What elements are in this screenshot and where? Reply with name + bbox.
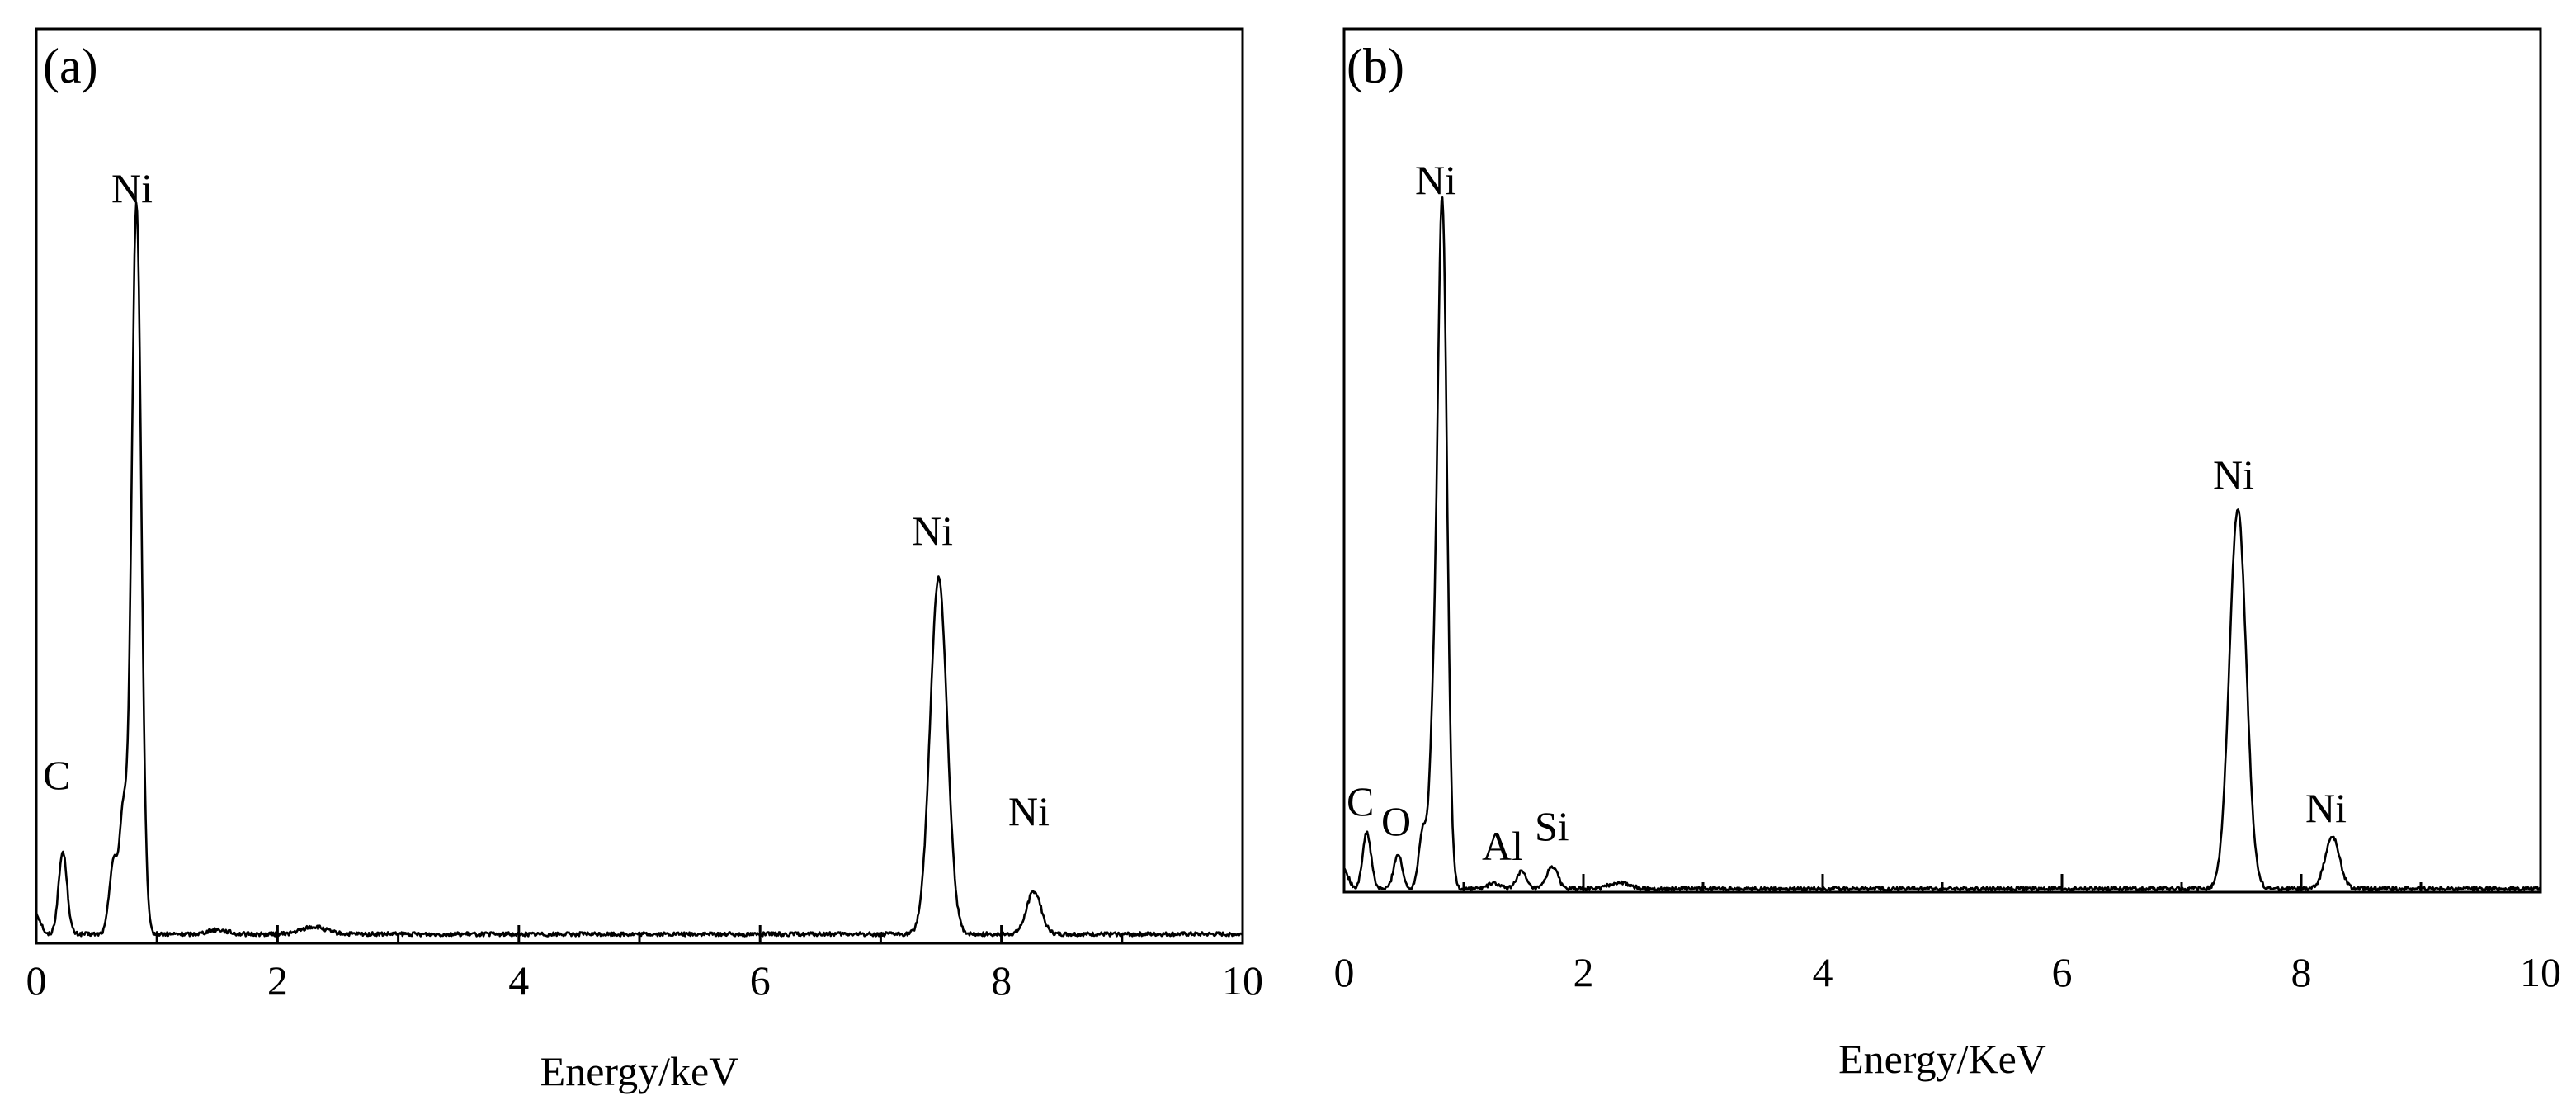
peak-label-ni-ka: Ni <box>912 508 953 554</box>
panel-a: (a) 0 2 4 6 8 10 C Ni Ni Ni Energy/keV <box>26 27 1264 1094</box>
panel-b: (b) 0 2 4 6 8 10 C O Al Si Ni Ni Ni Energy/Ke… <box>1334 27 2562 1082</box>
x-tick-label: 0 <box>1334 949 1355 995</box>
peak-label-c: C <box>43 752 70 798</box>
peak-label-ni-ka: Ni <box>2213 451 2254 498</box>
x-tick-label: 8 <box>991 957 1012 1004</box>
peak-label-ni-kb: Ni <box>1008 788 1050 834</box>
plot-frame-b <box>1342 27 2542 894</box>
x-tick-label: 4 <box>1813 949 1833 995</box>
x-tick-label: 8 <box>2291 949 2312 995</box>
x-tick-labels-a: 0 2 4 6 8 10 <box>26 957 1264 1004</box>
x-tick-labels-b: 0 2 4 6 8 10 <box>1334 949 2562 995</box>
x-tick-label: 2 <box>267 957 288 1004</box>
plot-frame-a <box>35 27 1244 945</box>
x-tick-label: 6 <box>2052 949 2073 995</box>
panel-label-b: (b) <box>1347 39 1404 93</box>
peak-labels-a: C Ni Ni Ni <box>43 165 1050 834</box>
peak-label-ni-main: Ni <box>111 165 153 211</box>
x-axis-title-b: Energy/KeV <box>1838 1036 2046 1082</box>
x-ticks-b <box>1342 874 2542 892</box>
x-tick-label: 10 <box>2520 949 2561 995</box>
x-tick-label: 10 <box>1222 957 1263 1004</box>
peak-label-ni-main: Ni <box>1415 157 1456 203</box>
spectrum-line-a <box>35 201 1244 938</box>
x-axis-title-a: Energy/keV <box>540 1048 739 1094</box>
panel-label-a: (a) <box>43 39 98 93</box>
peak-label-al: Al <box>1482 823 1523 869</box>
x-tick-label: 2 <box>1573 949 1594 995</box>
peak-label-c: C <box>1347 778 1374 824</box>
x-tick-label: 6 <box>750 957 771 1004</box>
spectrum-line-b <box>1342 196 2542 892</box>
peak-label-o: O <box>1381 798 1411 844</box>
x-tick-label: 4 <box>508 957 529 1004</box>
peak-labels-b: C O Al Si Ni Ni Ni <box>1347 157 2347 869</box>
peak-label-ni-kb: Ni <box>2305 785 2347 831</box>
x-tick-label: 0 <box>26 957 47 1004</box>
peak-label-si: Si <box>1535 803 1569 849</box>
